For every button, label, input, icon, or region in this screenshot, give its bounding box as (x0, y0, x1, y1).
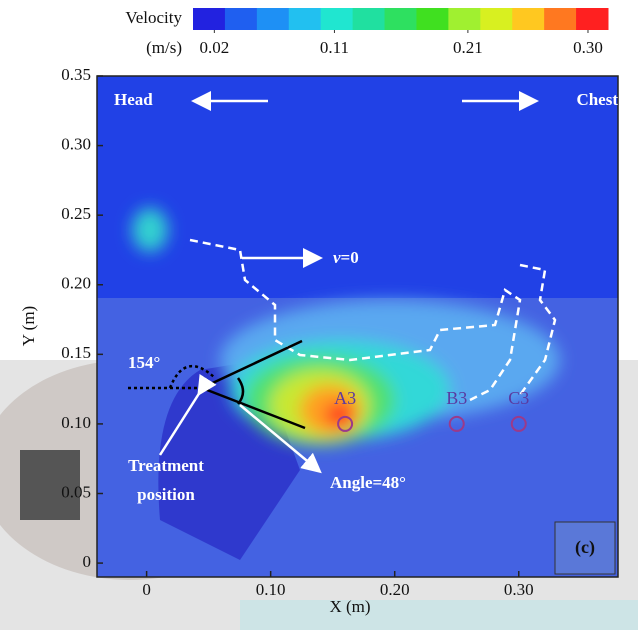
colorbar-title: Velocity (125, 8, 182, 27)
colorbar-swatch (480, 8, 513, 30)
colorbar-swatch (288, 8, 322, 30)
colorbar-tick-label: 0.11 (320, 38, 349, 57)
colorbar-tick-label: 0.30 (573, 38, 603, 57)
y-tick-label: 0 (83, 552, 92, 571)
colorbar-swatch (352, 8, 386, 30)
plot-frame (96, 75, 619, 578)
annotation: v=0 (333, 248, 359, 267)
annotation: Treatment (128, 456, 204, 475)
colorbar-swatch (416, 8, 449, 30)
y-tick-label: 0.10 (61, 413, 91, 432)
colorbar-swatch (256, 8, 290, 30)
colorbar-swatch (224, 8, 258, 30)
velocity-blobs (132, 208, 560, 445)
colorbar-unit: (m/s) (146, 38, 182, 57)
probe-point (510, 415, 527, 432)
probe-point (337, 415, 354, 432)
photo-device (20, 450, 80, 520)
angle-line (201, 386, 306, 430)
panel-box (554, 521, 616, 575)
colorbar-tick-label: 0.21 (453, 38, 483, 57)
colorbar-swatch (193, 8, 226, 30)
colorbar-swatch (384, 8, 417, 30)
zero-velocity-contour (518, 263, 557, 396)
annotation: Chest (576, 90, 618, 109)
colorbar-tick-label: 0.02 (199, 38, 229, 57)
probe-label: C3 (508, 388, 529, 408)
angle-arc (236, 377, 245, 405)
annotation: 154° (128, 353, 160, 372)
probe-label: A3 (334, 388, 356, 408)
colorbar-swatch (448, 8, 481, 30)
annotation: Angle=48° (330, 473, 406, 492)
colorbar-swatch (512, 8, 545, 30)
annotation: =0 (341, 248, 359, 267)
arrow (239, 404, 322, 474)
y-tick-label: 0.30 (61, 134, 91, 153)
colorbar-swatch (320, 8, 354, 30)
x-axis-label: X (m) (329, 597, 370, 616)
x-tick-label: 0 (142, 580, 151, 599)
probe-label: B3 (446, 388, 467, 408)
angle-arc (168, 364, 216, 389)
probe-point (448, 415, 465, 432)
zero-velocity-contour (189, 238, 522, 402)
annotation: Head (114, 90, 153, 109)
y-axis-label: Y (m) (19, 306, 38, 346)
arrow (158, 373, 217, 456)
y-tick-label: 0.35 (61, 65, 91, 84)
annotation: v (333, 248, 341, 267)
x-tick-label: 0.30 (504, 580, 534, 599)
x-tick-label: 0.10 (256, 580, 286, 599)
y-tick-label: 0.20 (61, 274, 91, 293)
colorbar-swatch (544, 8, 577, 30)
panel-label: (c) (575, 537, 595, 558)
annotation: position (137, 485, 195, 504)
y-tick-label: 0.15 (61, 343, 91, 362)
photo-strip (240, 600, 638, 630)
x-tick-label: 0.20 (380, 580, 410, 599)
colorbar-swatch (576, 8, 609, 30)
angle-line (201, 339, 303, 390)
field (97, 76, 618, 577)
y-tick-label: 0.05 (61, 482, 91, 501)
y-tick-label: 0.25 (61, 204, 91, 223)
